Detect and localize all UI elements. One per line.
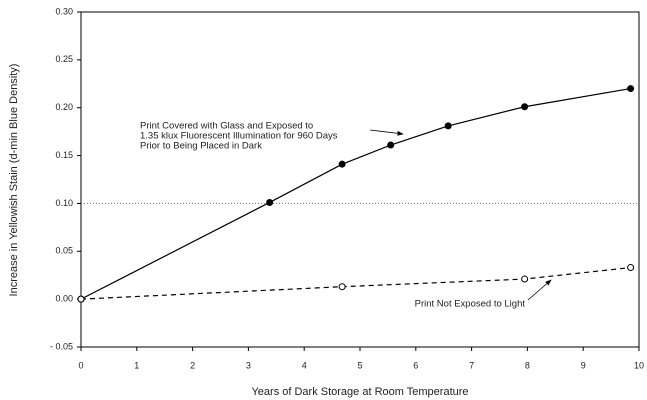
- x-tick-label: 6: [413, 360, 418, 370]
- y-tick-label: 0.20: [55, 102, 73, 112]
- data-point: [77, 295, 85, 303]
- annotation-arrow: [527, 279, 552, 301]
- annotation: 1.35 klux Fluorescent Illumination for 9…: [140, 131, 338, 142]
- data-point: [627, 264, 635, 272]
- x-tick-label: 5: [357, 360, 362, 370]
- y-tick-label: 0.10: [55, 198, 73, 208]
- x-axis-title: Years of Dark Storage at Room Temperatur…: [251, 386, 468, 398]
- data-point: [338, 283, 346, 291]
- x-tick-label: 3: [246, 360, 251, 370]
- x-tick-label: 2: [190, 360, 195, 370]
- y-tick-label: 0.30: [55, 6, 73, 16]
- data-point: [338, 160, 346, 168]
- data-point: [521, 275, 529, 283]
- x-tick-label: 8: [525, 360, 530, 370]
- y-tick-label: - 0.05: [50, 341, 73, 351]
- x-tick-label: 10: [634, 360, 644, 370]
- x-tick-label: 1: [134, 360, 139, 370]
- x-tick-label: 9: [581, 360, 586, 370]
- annotation: Print Covered with Glass and Exposed to: [140, 121, 313, 132]
- x-tick-label: 7: [469, 360, 474, 370]
- y-axis-title: Increase in Yellowish Stain (d-min Blue …: [8, 64, 20, 297]
- data-point: [521, 103, 529, 111]
- y-tick-label: 0.00: [55, 294, 73, 304]
- data-point: [387, 141, 395, 149]
- data-point: [266, 198, 274, 206]
- plot-frame: [80, 11, 640, 348]
- x-tick-label: 4: [302, 360, 307, 370]
- data-point: [444, 122, 452, 130]
- annotation: Prior to Being Placed in Dark: [140, 141, 262, 152]
- series-line: [80, 266, 631, 300]
- y-tick-label: 0.25: [55, 54, 73, 64]
- data-point: [627, 85, 635, 93]
- x-tick-label: 0: [78, 360, 83, 370]
- annotation: Print Not Exposed to Light: [415, 299, 526, 310]
- y-tick-label: 0.05: [55, 246, 73, 256]
- y-tick-label: 0.15: [55, 150, 73, 160]
- annotation-arrow: [369, 129, 404, 136]
